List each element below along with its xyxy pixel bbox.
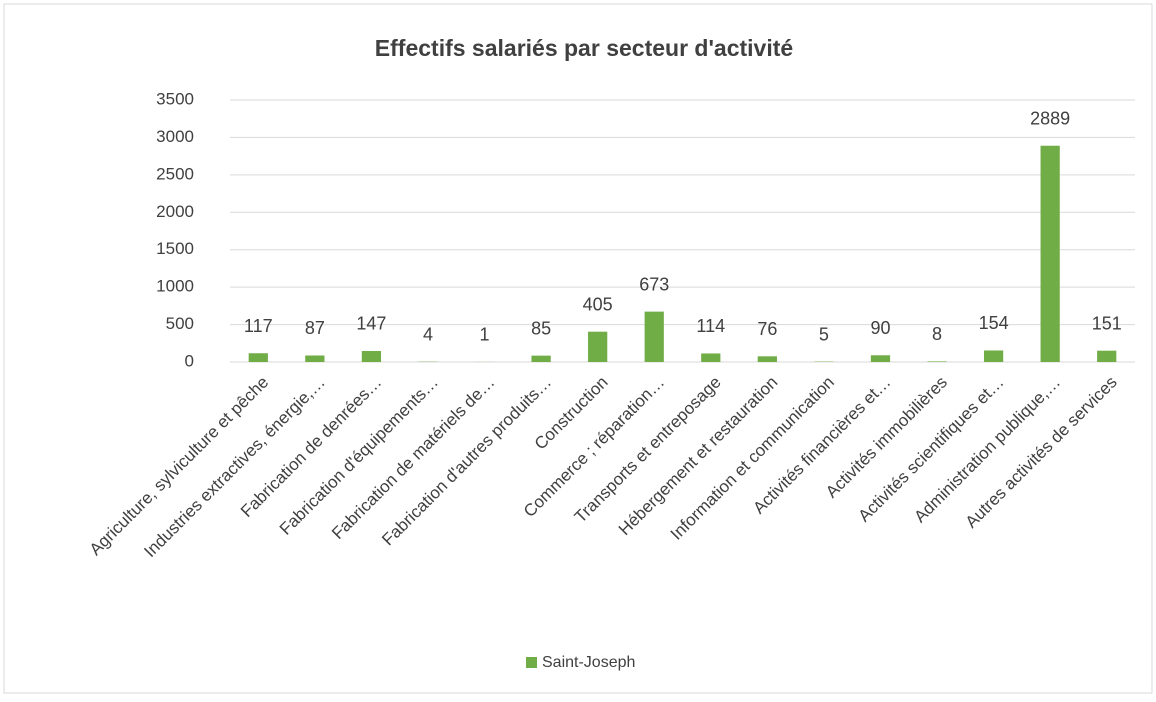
bar xyxy=(531,356,550,362)
y-tick-label: 500 xyxy=(166,314,194,333)
chart-title: Effectifs salariés par secteur d'activit… xyxy=(375,35,793,61)
data-label: 2889 xyxy=(1030,108,1070,128)
bar xyxy=(927,361,946,362)
bar xyxy=(871,355,890,362)
data-label: 147 xyxy=(356,314,386,334)
data-label: 76 xyxy=(757,319,777,339)
data-label: 87 xyxy=(305,318,325,338)
bar xyxy=(305,355,324,362)
data-label: 90 xyxy=(870,318,890,338)
y-tick-label: 3000 xyxy=(156,127,194,146)
bar xyxy=(984,350,1003,362)
data-label: 151 xyxy=(1092,313,1122,333)
data-label: 1 xyxy=(480,325,490,345)
bar xyxy=(701,353,720,362)
bar xyxy=(588,332,607,362)
data-label: 405 xyxy=(583,294,613,314)
bar xyxy=(758,356,777,362)
data-label: 85 xyxy=(531,318,551,338)
data-label: 5 xyxy=(819,324,829,344)
data-label: 117 xyxy=(244,316,273,336)
bar xyxy=(249,353,268,362)
data-label: 4 xyxy=(423,324,433,344)
data-label: 8 xyxy=(932,324,942,344)
y-tick-label: 1500 xyxy=(156,239,194,258)
y-tick-label: 2000 xyxy=(156,202,194,221)
legend-label: Saint-Joseph xyxy=(542,654,635,671)
legend-swatch xyxy=(526,657,537,668)
y-tick-label: 0 xyxy=(185,351,194,370)
y-tick-label: 2500 xyxy=(156,164,194,183)
bar xyxy=(1097,351,1116,362)
data-label: 673 xyxy=(639,274,669,294)
bar xyxy=(362,351,381,362)
data-label: 154 xyxy=(979,313,1009,333)
data-label: 114 xyxy=(696,316,725,336)
bar xyxy=(645,312,664,362)
y-tick-label: 1000 xyxy=(156,277,194,296)
bar xyxy=(1041,146,1060,362)
y-tick-label: 3500 xyxy=(156,89,194,108)
